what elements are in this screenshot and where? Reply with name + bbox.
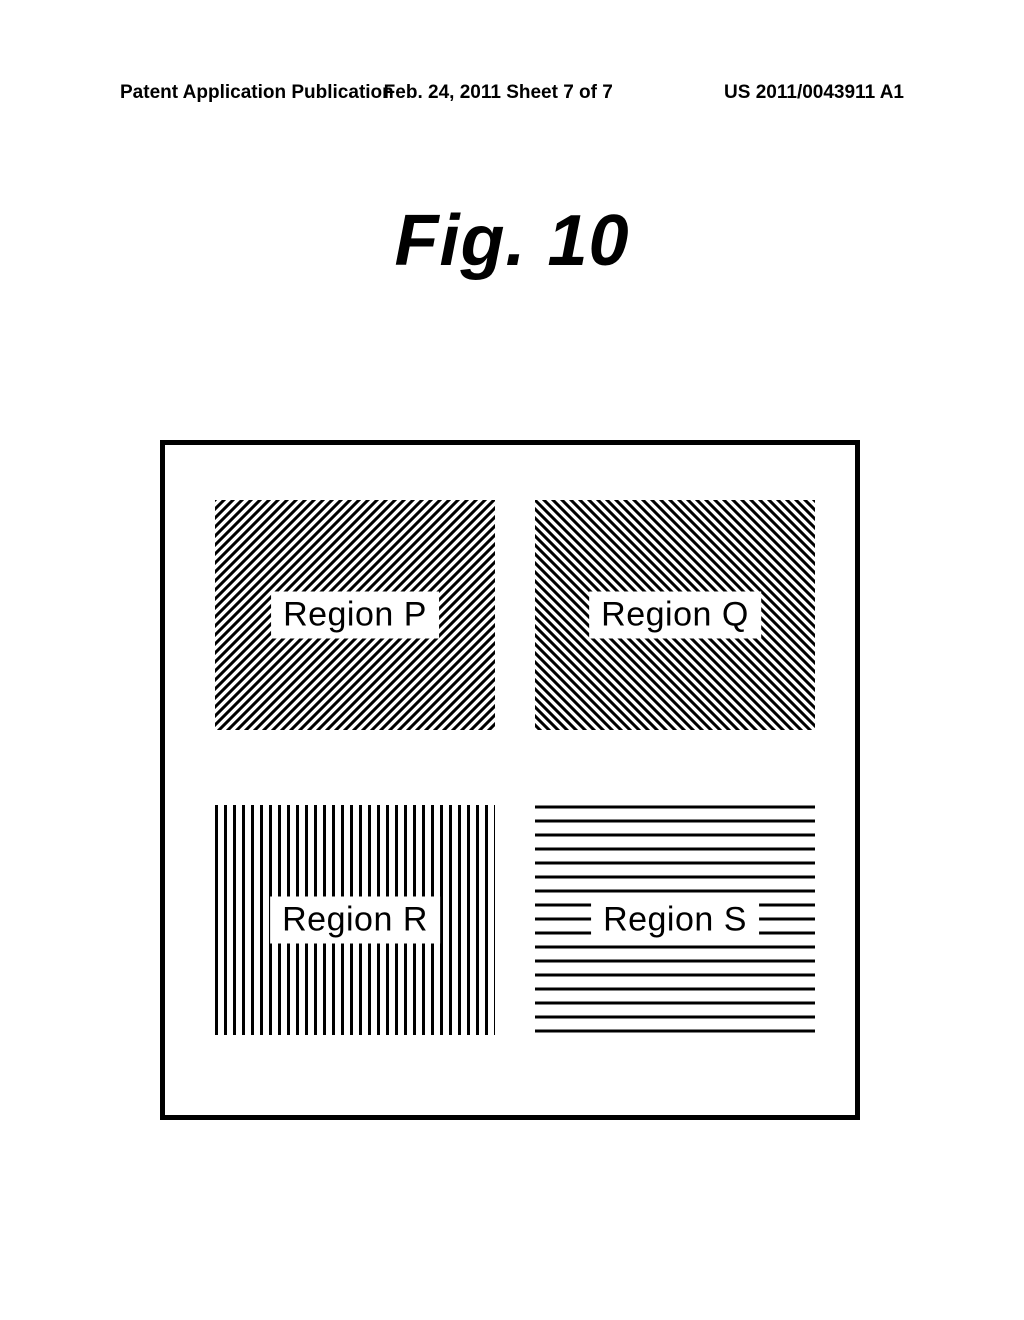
region-q-label: Region Q — [589, 592, 761, 639]
region-q: Region Q — [535, 500, 815, 730]
region-r-label: Region R — [270, 897, 440, 944]
region-s-label: Region S — [591, 897, 759, 944]
region-p-label: Region P — [271, 592, 439, 639]
region-p: Region P — [215, 500, 495, 730]
header-left: Patent Application Publication — [120, 82, 394, 104]
figure-frame: Region P Region Q Region R — [160, 440, 860, 1120]
header-right: US 2011/0043911 A1 — [724, 82, 904, 104]
page-header: Patent Application Publication Feb. 24, … — [0, 82, 1024, 104]
header-center: Feb. 24, 2011 Sheet 7 of 7 — [384, 82, 613, 104]
figure-title: Fig. 10 — [0, 200, 1024, 282]
region-s: Region S — [535, 805, 815, 1035]
region-r: Region R — [215, 805, 495, 1035]
